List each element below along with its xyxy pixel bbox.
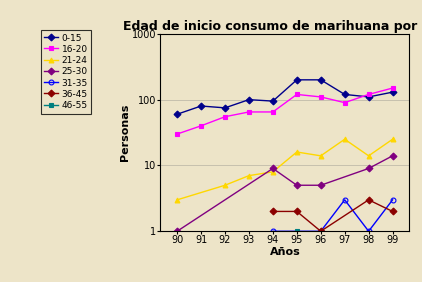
25-30 — [366, 167, 371, 170]
21-24 — [318, 154, 323, 158]
21-24 — [246, 174, 252, 177]
36-45 — [318, 230, 323, 233]
25-30 — [271, 167, 276, 170]
36-45 — [366, 198, 371, 202]
16-20 — [366, 93, 371, 96]
31-35 — [318, 230, 323, 233]
0-15 — [175, 113, 180, 116]
0-15 — [366, 95, 371, 99]
0-15 — [222, 106, 227, 109]
16-20 — [246, 110, 252, 114]
Line: 16-20: 16-20 — [175, 86, 395, 136]
0-15 — [390, 91, 395, 94]
21-24 — [271, 170, 276, 173]
0-15 — [342, 93, 347, 96]
16-20 — [175, 132, 180, 136]
21-24 — [390, 138, 395, 141]
0-15 — [318, 78, 323, 81]
36-45 — [390, 210, 395, 213]
Y-axis label: Personas: Personas — [120, 104, 130, 161]
Line: 21-24: 21-24 — [175, 137, 395, 202]
16-20 — [294, 93, 299, 96]
25-30 — [318, 184, 323, 187]
16-20 — [198, 124, 203, 127]
36-45 — [271, 210, 276, 213]
31-35 — [342, 198, 347, 202]
21-24 — [175, 198, 180, 202]
Line: 36-45: 36-45 — [271, 197, 395, 234]
16-20 — [390, 86, 395, 90]
31-35 — [390, 198, 395, 202]
Title: Edad de inicio consumo de marihuana por año: Edad de inicio consumo de marihuana por … — [123, 20, 422, 33]
21-24 — [342, 138, 347, 141]
0-15 — [271, 100, 276, 103]
X-axis label: Años: Años — [270, 247, 300, 257]
Line: 25-30: 25-30 — [175, 153, 395, 234]
0-15 — [294, 78, 299, 81]
25-30 — [294, 184, 299, 187]
Line: 31-35: 31-35 — [271, 197, 395, 234]
Line: 0-15: 0-15 — [175, 77, 395, 117]
21-24 — [222, 184, 227, 187]
0-15 — [246, 98, 252, 101]
21-24 — [294, 150, 299, 154]
16-20 — [222, 115, 227, 118]
0-15 — [198, 104, 203, 108]
31-35 — [366, 230, 371, 233]
Legend: 0-15, 16-20, 21-24, 25-30, 31-35, 36-45, 46-55: 0-15, 16-20, 21-24, 25-30, 31-35, 36-45,… — [41, 30, 92, 114]
21-24 — [366, 154, 371, 158]
36-45 — [294, 210, 299, 213]
16-20 — [271, 110, 276, 114]
16-20 — [342, 101, 347, 104]
16-20 — [318, 95, 323, 99]
25-30 — [175, 230, 180, 233]
25-30 — [390, 154, 395, 158]
31-35 — [271, 230, 276, 233]
